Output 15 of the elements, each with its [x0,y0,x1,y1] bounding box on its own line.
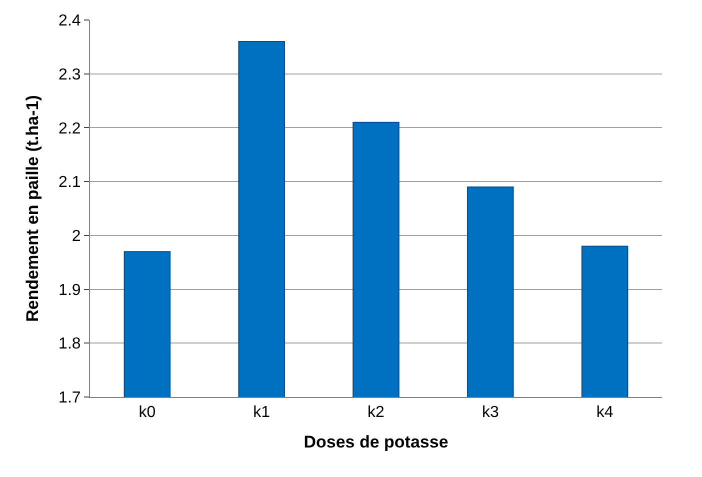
x-tick-label: k2 [368,404,385,422]
y-axis-title: Rendement en paille (t.ha-1) [23,95,42,322]
y-tick-label: 1.9 [58,282,81,299]
x-tick-label: k1 [253,404,270,422]
x-tick-label: k0 [138,404,156,422]
y-tick-label: 2.1 [58,174,81,192]
x-axis-title: Doses de potasse [304,432,448,452]
y-tick-label: 1.8 [58,336,81,353]
y-tick-label: 1.7 [58,390,81,407]
y-tick-label: 2 [72,228,81,246]
y-tick-label: 2.2 [58,120,81,138]
x-tick-label: k3 [482,404,499,422]
y-tick-label: 2.4 [58,12,81,30]
y-tick-label: 2.3 [58,66,81,84]
x-tick-label: k4 [596,404,614,422]
